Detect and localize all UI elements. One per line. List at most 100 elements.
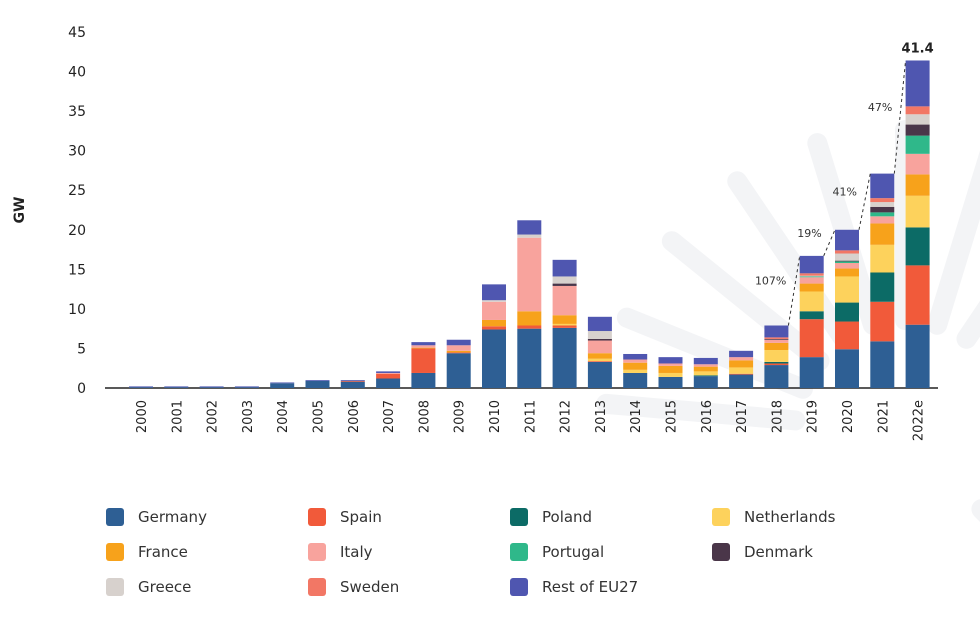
bar-segment-spain-2018 <box>764 363 789 366</box>
legend-swatch <box>106 578 124 596</box>
legend-label: Netherlands <box>744 508 836 526</box>
bar-segment-germany-2017 <box>729 374 754 388</box>
bar-segment-france-2021 <box>870 223 895 245</box>
total-label: 41.4 <box>902 41 934 56</box>
bar-segment-spain-2022e <box>905 265 930 325</box>
bar-segment-italy-2020 <box>835 263 859 269</box>
x-tick-label: 2018 <box>770 400 785 433</box>
legend-label: Italy <box>340 543 373 561</box>
bar-segment-france-2010 <box>482 319 506 327</box>
bar-segment-denmark-2022e <box>905 124 930 136</box>
bar-segment-france-2022e <box>905 174 930 196</box>
bar-segment-italy-2009 <box>446 345 471 351</box>
bar-segment-france-2012 <box>552 315 577 324</box>
bar-group-2020 <box>835 229 859 388</box>
bar-segment-netherlands-2021 <box>870 244 895 273</box>
y-tick-label: 45 <box>68 25 86 41</box>
bar-segment-spain-2007 <box>376 373 401 379</box>
legend-item-sweden: Sweden <box>308 576 399 598</box>
bar-segment-rest-of-eu27-2000 <box>129 386 153 388</box>
bar-group-2015 <box>658 357 683 388</box>
bar-segment-france-2013 <box>587 353 612 359</box>
bar-segment-denmark-2021 <box>870 206 895 213</box>
bar-segment-italy-2022e <box>905 153 930 175</box>
x-tick-label: 2013 <box>594 400 609 433</box>
legend-item-netherlands: Netherlands <box>712 506 835 528</box>
bar-segment-portugal-2022e <box>905 135 930 154</box>
bar-group-2010 <box>482 284 506 388</box>
legend-label: Greece <box>138 578 192 596</box>
bar-segment-rest-of-eu27-2008 <box>411 342 436 346</box>
bar-segment-italy-2018 <box>764 339 789 343</box>
bar-segment-netherlands-2018 <box>764 350 789 362</box>
bar-segment-germany-2015 <box>658 376 683 388</box>
bar-group-2011 <box>517 220 542 388</box>
bar-group-2017 <box>729 350 754 388</box>
bar-segment-france-2008 <box>411 347 436 349</box>
y-tick-label: 35 <box>68 104 86 120</box>
bar-segment-denmark-2020 <box>835 260 859 262</box>
growth-label: 47% <box>868 101 892 114</box>
bar-segment-poland-2016 <box>693 375 718 377</box>
y-tick-label: 5 <box>77 341 86 357</box>
bar-segment-germany-2000 <box>129 387 153 388</box>
y-tick-label: 40 <box>68 65 86 81</box>
bar-segment-france-2019 <box>799 283 824 292</box>
bar-segment-sweden-2021 <box>870 198 895 203</box>
bar-segment-rest-of-eu27-2020 <box>835 229 859 251</box>
bar-segment-greece-2010 <box>482 300 506 302</box>
bar-segment-netherlands-2013 <box>587 358 612 362</box>
bar-segment-sweden-2022e <box>905 106 930 115</box>
bar-segment-poland-2018 <box>764 361 789 364</box>
y-tick-label: 0 <box>77 381 86 397</box>
bar-segment-netherlands-2022e <box>905 195 930 228</box>
x-tick-label: 2020 <box>841 400 856 433</box>
legend: Germany Spain Poland Netherlands France Italy… <box>106 500 946 610</box>
bar-segment-rest-of-eu27-2007 <box>376 371 401 373</box>
bar-segment-germany-2021 <box>870 341 895 388</box>
bar-segment-rest-of-eu27-2010 <box>482 284 506 301</box>
bar-segment-rest-of-eu27-2018 <box>764 325 789 338</box>
bar-segment-germany-2019 <box>799 357 824 388</box>
bar-segment-spain-2012 <box>552 325 577 328</box>
bar-segment-greece-2022e <box>905 114 930 125</box>
y-axis-title: GW <box>12 197 28 224</box>
x-tick-label: 2008 <box>417 400 432 433</box>
bar-segment-germany-2012 <box>552 327 577 388</box>
bar-group-2013 <box>587 316 612 388</box>
legend-item-portugal: Portugal <box>510 541 604 563</box>
growth-annotations: 107% 19% 41% 47% 41.4 <box>755 41 934 326</box>
bar-segment-rest-of-eu27-2009 <box>446 339 471 346</box>
bar-segment-germany-2020 <box>835 349 859 388</box>
y-tick-label: 10 <box>68 302 86 318</box>
background-ray <box>596 393 806 431</box>
legend-swatch <box>712 543 730 561</box>
bar-segment-france-2011 <box>517 311 542 326</box>
bar-segment-rest-of-eu27-2003 <box>234 386 259 388</box>
x-tick-label: 2015 <box>665 400 680 433</box>
legend-item-greece: Greece <box>106 576 191 598</box>
legend-item-italy: Italy <box>308 541 373 563</box>
bar-segment-sweden-2018 <box>764 337 789 339</box>
bar-segment-france-2017 <box>729 360 754 368</box>
bar-group-2005 <box>305 380 330 388</box>
bar-segment-france-2016 <box>693 366 718 372</box>
x-tick-label: 2021 <box>876 400 891 433</box>
legend-label: France <box>138 543 188 561</box>
bar-group-2012 <box>552 259 577 388</box>
y-tick-label: 30 <box>68 144 86 160</box>
bar-segment-spain-2010 <box>482 326 506 330</box>
bar-segment-france-2020 <box>835 268 859 277</box>
growth-label: 19% <box>797 227 821 240</box>
bar-segment-poland-2022e <box>905 227 930 266</box>
bar-segment-germany-2003 <box>234 387 259 388</box>
x-tick-label: 2012 <box>559 400 574 433</box>
bar-segment-rest-of-eu27-2005 <box>305 380 330 381</box>
bar-segment-france-2018 <box>764 342 789 351</box>
bar-segment-italy-2012 <box>552 285 577 316</box>
bar-segment-spain-2009 <box>446 352 471 354</box>
bar-segment-portugal-2020 <box>835 261 859 264</box>
bar-segment-germany-2004 <box>270 383 295 388</box>
x-tick-label: 2001 <box>170 400 185 433</box>
bar-segment-germany-2014 <box>623 372 648 388</box>
